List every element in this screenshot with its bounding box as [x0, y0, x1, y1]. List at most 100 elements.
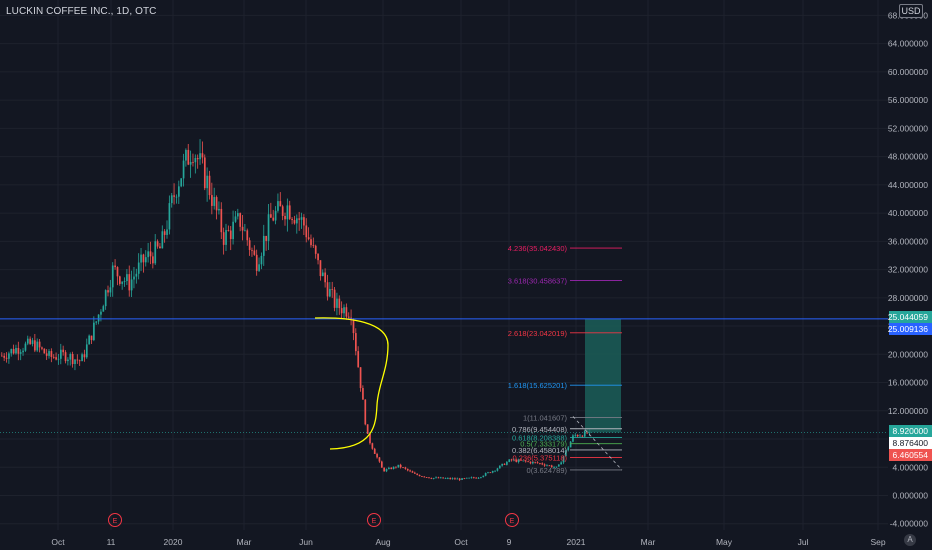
fib-level-label: 0.618(8.208388) [512, 434, 568, 443]
candle-body [432, 477, 435, 479]
candle-body [199, 153, 201, 160]
candle-body [480, 477, 482, 478]
candle-body [576, 434, 579, 437]
candle-body [196, 157, 199, 160]
candle-body [437, 477, 440, 479]
time-tick-label: Sep [870, 537, 885, 547]
price-tick-label: 16.000000 [888, 378, 928, 388]
price-badge-label: 25.044059 [888, 312, 928, 322]
candle-body [397, 464, 400, 468]
candle-body [345, 307, 348, 317]
candle-body [255, 254, 258, 271]
candle-body [192, 161, 194, 163]
candle-body [3, 355, 6, 358]
candle-body [454, 478, 456, 480]
candle-body [482, 475, 485, 478]
price-badge [889, 449, 932, 461]
earnings-marker-icon [505, 513, 519, 527]
candle-body [343, 307, 345, 314]
earnings-marker-label: E [372, 518, 377, 525]
candle-body [447, 478, 449, 479]
time-tick-label: May [716, 537, 733, 547]
candle-body [489, 472, 492, 474]
candle-body [244, 230, 246, 232]
candle-body [340, 308, 343, 314]
candle-body [116, 267, 119, 277]
candle-body [515, 459, 518, 463]
candle-body [215, 197, 218, 211]
time-tick-label: Aug [375, 537, 390, 547]
candle-body [90, 335, 93, 341]
candle-body [100, 311, 102, 315]
candle-body [572, 435, 574, 442]
candle-body [83, 354, 86, 358]
candle-body [211, 195, 213, 206]
candle-body [163, 231, 166, 235]
candle-body [550, 465, 553, 468]
candle-body [206, 175, 209, 189]
candle-body [173, 195, 175, 197]
candle-body [121, 281, 124, 284]
candle-body [17, 347, 20, 354]
candle-body [130, 279, 133, 291]
price-badge [889, 323, 932, 335]
time-tick-label: 2021 [567, 537, 586, 547]
symbol-title[interactable]: LUCKIN COFFEE INC., 1D, OTC [6, 6, 157, 17]
candle-body [187, 149, 190, 165]
auto-scale-button[interactable]: A [904, 534, 916, 546]
candle-body [114, 265, 116, 268]
fib-level-label: 0.786(9.454408) [512, 425, 568, 434]
candle-body [293, 220, 296, 224]
time-tick-label: Jul [798, 537, 809, 547]
candle-body [159, 246, 161, 249]
candle-body [34, 340, 36, 351]
candle-body [241, 226, 244, 231]
candle-body [347, 316, 350, 318]
candle-body [355, 333, 357, 352]
candle-body [319, 260, 322, 277]
candle-body [496, 468, 499, 471]
candle-body [359, 367, 362, 389]
candle-body [272, 217, 275, 221]
candle-body [517, 459, 520, 463]
candle-body [222, 232, 225, 245]
candle-body [461, 478, 463, 480]
candle-body [527, 461, 529, 463]
candle-body [126, 274, 128, 282]
candle-body [508, 459, 511, 462]
candle-body [144, 257, 147, 263]
candle-body [442, 477, 445, 479]
candle-body [380, 461, 383, 468]
candle-body [152, 256, 154, 264]
candle-body [81, 354, 83, 362]
candle-body [503, 463, 506, 465]
candles [1, 139, 591, 482]
candle-body [248, 240, 251, 250]
time-tick-label: Jun [299, 537, 313, 547]
price-badge [889, 311, 932, 323]
price-tick-label: 32.000000 [888, 265, 928, 275]
currency-button[interactable]: USD [899, 4, 923, 18]
candle-body [38, 341, 41, 348]
candle-body [524, 460, 527, 462]
candle-body [317, 253, 319, 261]
candle-body [19, 352, 22, 354]
candle-body [189, 161, 192, 165]
candle-body [178, 186, 180, 197]
candle-body [69, 354, 72, 360]
candle-body [529, 461, 532, 464]
candle-body [76, 359, 79, 361]
candle-body [201, 153, 204, 158]
candle-body [532, 461, 534, 464]
candle-body [546, 465, 548, 467]
candle-body [213, 197, 216, 206]
price-tick-label: 44.000000 [888, 180, 928, 190]
candle-body [1, 355, 3, 357]
price-tick-label: 52.000000 [888, 123, 928, 133]
candle-body [392, 466, 395, 470]
candle-body [314, 245, 317, 254]
candle-body [383, 467, 386, 472]
price-tick-label: 60.000000 [888, 67, 928, 77]
